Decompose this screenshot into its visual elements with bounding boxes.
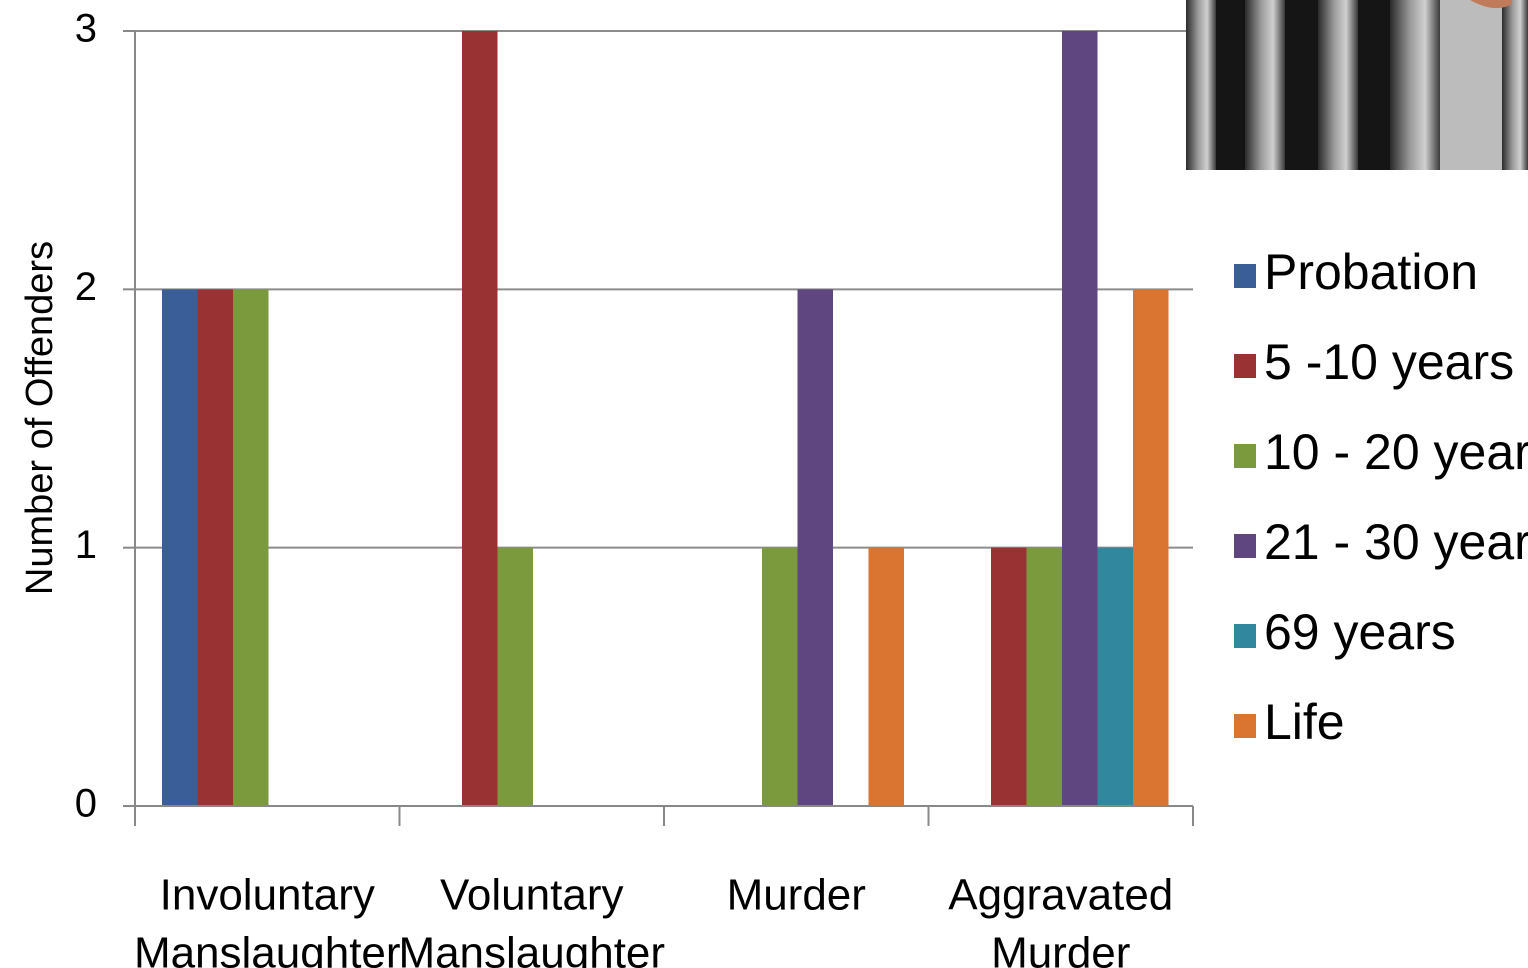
bar — [162, 289, 198, 806]
bar — [1133, 289, 1169, 806]
category-label: Manslaughter — [134, 929, 401, 968]
category-labels: Involuntary Manslaughter Voluntary Manslaug… — [134, 871, 1173, 968]
legend: Probation 5 -10 years 10 - 20 years 21 - 30… — [1234, 244, 1528, 750]
bar — [233, 289, 269, 806]
legend-swatch — [1234, 264, 1256, 288]
bar — [1062, 31, 1098, 806]
legend-label: Life — [1264, 694, 1345, 750]
legend-swatch — [1234, 354, 1256, 378]
category-label: Murder — [727, 871, 866, 920]
bar — [797, 289, 833, 806]
y-tick-label: 1 — [75, 523, 97, 567]
bar — [762, 547, 798, 806]
gridlines — [135, 30, 1193, 549]
legend-swatch — [1234, 624, 1256, 648]
legend-label: Probation — [1264, 244, 1478, 300]
y-tick-label: 3 — [75, 7, 97, 51]
legend-label: 10 - 20 years — [1264, 424, 1528, 480]
legend-swatch — [1234, 444, 1256, 468]
y-axis-title: Number of Offenders — [19, 241, 61, 595]
legend-swatch — [1234, 534, 1256, 558]
category-label: Murder — [991, 929, 1130, 968]
bar — [462, 31, 498, 806]
bar — [1097, 547, 1133, 806]
y-tick-labels: 0 1 2 3 — [75, 7, 135, 826]
y-tick-label: 2 — [75, 265, 97, 309]
bar — [868, 547, 904, 806]
category-label: Aggravated — [948, 871, 1173, 920]
legend-swatch — [1234, 714, 1256, 738]
bars — [162, 31, 1169, 806]
bar — [1026, 547, 1062, 806]
bar — [197, 289, 233, 806]
bar — [497, 547, 533, 806]
category-label: Voluntary — [440, 871, 623, 920]
legend-label: 21 - 30 years — [1264, 514, 1528, 570]
legend-label: 69 years — [1264, 604, 1456, 660]
prison-bars-photo — [1186, 0, 1528, 170]
category-label: Involuntary — [160, 871, 375, 920]
bar — [991, 547, 1027, 806]
category-label: Manslaughter — [398, 929, 665, 968]
y-tick-label: 0 — [75, 782, 97, 826]
x-tick-marks — [134, 806, 1194, 826]
legend-label: 5 -10 years — [1264, 334, 1514, 390]
